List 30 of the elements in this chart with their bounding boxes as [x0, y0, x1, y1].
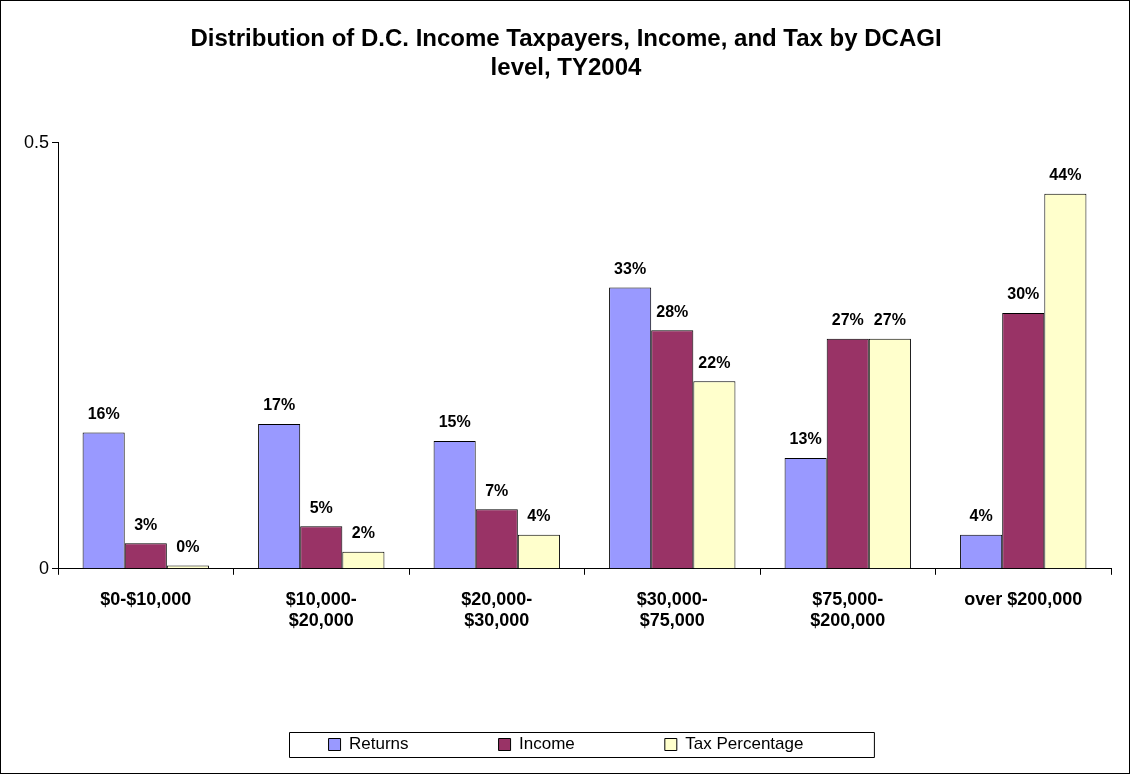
data-label: 33% — [614, 259, 647, 277]
legend-label: Income — [519, 734, 575, 754]
data-label: 44% — [1049, 166, 1082, 184]
data-label: 22% — [698, 353, 731, 371]
data-label: 5% — [309, 498, 333, 516]
x-tick-label: $20,000-$30,000 — [461, 588, 533, 631]
data-label: 27% — [873, 311, 906, 329]
data-label: 27% — [831, 311, 864, 329]
x-tick-label: over $200,000 — [964, 588, 1083, 609]
chart-title: Distribution of D.C. Income Taxpayers, Income, and Tax by DCAGI level, TY2004 — [190, 24, 942, 80]
data-label: 28% — [656, 302, 689, 320]
x-tick-label: $0-$10,000 — [100, 588, 192, 609]
data-label: 30% — [1007, 285, 1040, 303]
y-tick-label: 0 — [39, 557, 50, 578]
x-tick-label: $75,000-$200,000 — [810, 588, 886, 631]
data-label: 7% — [485, 481, 509, 499]
x-tick-label: $10,000-$20,000 — [285, 588, 357, 631]
data-label: 3% — [134, 515, 158, 533]
data-label: 2% — [351, 524, 375, 542]
y-tick-label: 0.5 — [23, 131, 50, 152]
data-label: 13% — [789, 430, 822, 448]
data-label: 15% — [438, 413, 471, 431]
data-label: 4% — [527, 507, 551, 525]
legend-label: Tax Percentage — [685, 734, 804, 754]
data-label: 4% — [969, 507, 993, 525]
data-label: 16% — [87, 404, 120, 422]
legend-label: Returns — [349, 734, 409, 754]
data-label: 17% — [263, 396, 296, 414]
data-label: 0% — [176, 537, 200, 555]
x-tick-label: $30,000-$75,000 — [636, 588, 708, 631]
